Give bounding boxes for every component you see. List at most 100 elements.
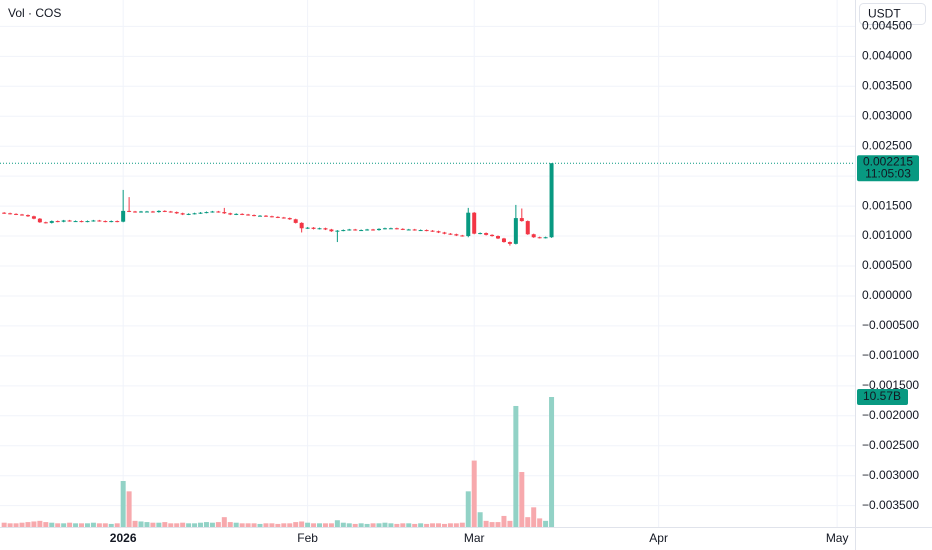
volume-bar bbox=[203, 522, 209, 527]
volume-bar bbox=[311, 523, 317, 527]
currency-button-label[interactable]: USDT bbox=[868, 7, 901, 21]
legend-title: Vol · COS bbox=[8, 6, 61, 20]
candle-body bbox=[377, 228, 382, 231]
candle-body bbox=[460, 235, 465, 237]
y-tick-label: −0.003000 bbox=[862, 468, 919, 482]
candle-body bbox=[73, 221, 78, 223]
candle-body bbox=[305, 227, 310, 229]
candle-body bbox=[139, 211, 144, 213]
volume-bar bbox=[239, 523, 245, 527]
candle-body bbox=[371, 229, 376, 231]
volume-bar bbox=[543, 520, 549, 527]
volume-bar bbox=[281, 523, 287, 527]
volume-bar bbox=[61, 523, 67, 527]
y-tick-label: −0.001000 bbox=[862, 348, 919, 362]
candle-body bbox=[359, 230, 364, 232]
volume-bar bbox=[257, 523, 263, 527]
grid bbox=[0, 0, 855, 527]
axis-labels: 0.004500 0.004000 0.003500 0.003000 0.002500… bbox=[110, 19, 920, 546]
volume-bar bbox=[418, 523, 424, 527]
y-tick-label: 0.002500 bbox=[862, 138, 912, 152]
volume-bar bbox=[7, 523, 13, 527]
volume-bar bbox=[174, 523, 180, 527]
x-tick-label: Feb bbox=[297, 531, 318, 545]
volume-bar bbox=[489, 522, 495, 527]
candle-body bbox=[216, 211, 221, 213]
candle-body bbox=[430, 230, 435, 232]
candle-body bbox=[156, 210, 161, 213]
volume-bar bbox=[287, 523, 293, 527]
x-tick-label: May bbox=[826, 531, 849, 545]
volume-bar bbox=[441, 523, 447, 527]
volume-bar bbox=[275, 523, 281, 527]
candle-body bbox=[174, 212, 179, 214]
last-price-badge bbox=[857, 155, 919, 182]
candle-body bbox=[240, 213, 245, 215]
candle-body bbox=[31, 216, 36, 219]
candle-body bbox=[85, 221, 90, 223]
volume-bar bbox=[31, 521, 37, 527]
candle-body bbox=[109, 221, 114, 223]
candle-body bbox=[14, 213, 19, 215]
candle-body bbox=[537, 237, 542, 239]
y-tick-label: 0.004500 bbox=[862, 19, 912, 33]
candle-body bbox=[293, 219, 298, 223]
candle-body bbox=[412, 229, 417, 231]
volume-bar bbox=[412, 523, 418, 527]
volume-bar bbox=[459, 522, 465, 527]
volume-bar bbox=[1, 522, 7, 527]
price-pane bbox=[0, 162, 855, 246]
candle-body bbox=[263, 215, 268, 217]
candle-body bbox=[543, 237, 548, 239]
candle-body bbox=[466, 212, 471, 237]
volume-bar bbox=[162, 522, 168, 527]
y-tick-label: 0.004000 bbox=[862, 48, 912, 62]
candle-body bbox=[382, 228, 387, 230]
countdown-label: 11:05:03 bbox=[865, 166, 911, 180]
candle-body bbox=[531, 234, 536, 238]
candle-body bbox=[49, 221, 54, 223]
candle-body bbox=[424, 230, 429, 232]
candle-body bbox=[228, 213, 233, 215]
candle-body bbox=[61, 220, 66, 222]
candle-body bbox=[496, 236, 501, 239]
candle-body bbox=[269, 216, 274, 218]
candle-body bbox=[275, 216, 280, 218]
candle-body bbox=[192, 213, 197, 215]
volume-bar bbox=[334, 520, 340, 527]
volume-bar bbox=[132, 520, 138, 527]
volume-bar bbox=[322, 523, 328, 527]
candle-body bbox=[549, 163, 554, 238]
y-tick-label: 0.001000 bbox=[862, 228, 912, 242]
y-tick-label: −0.000500 bbox=[862, 318, 919, 332]
candle-body bbox=[234, 213, 239, 215]
volume-bar bbox=[84, 523, 90, 527]
volume-bar bbox=[96, 523, 102, 527]
last-volume-badge bbox=[857, 389, 908, 405]
candle-body bbox=[79, 221, 84, 223]
y-tick-label: −0.002000 bbox=[862, 408, 919, 422]
currency-button[interactable] bbox=[859, 3, 926, 25]
candle-body bbox=[162, 210, 167, 212]
volume-bar bbox=[227, 522, 233, 527]
candle-body bbox=[484, 233, 489, 235]
candle-body bbox=[43, 222, 48, 224]
volume-bar bbox=[180, 522, 186, 527]
volume-pane bbox=[1, 397, 555, 527]
candle-body bbox=[210, 211, 215, 213]
candle-body bbox=[115, 221, 120, 223]
volume-bar bbox=[90, 522, 96, 527]
volume-bar bbox=[126, 491, 132, 527]
volume-bar bbox=[55, 523, 61, 527]
volume-bar bbox=[37, 520, 43, 527]
volume-bar bbox=[388, 523, 394, 527]
candle-body bbox=[454, 234, 459, 236]
candle-body bbox=[442, 232, 447, 234]
candle-body bbox=[25, 215, 30, 217]
volume-bar bbox=[376, 523, 382, 527]
volume-bar bbox=[471, 460, 477, 527]
candle-body bbox=[150, 211, 155, 213]
volume-bar bbox=[233, 522, 239, 527]
candle-body bbox=[311, 227, 316, 229]
volume-bar bbox=[209, 522, 215, 527]
